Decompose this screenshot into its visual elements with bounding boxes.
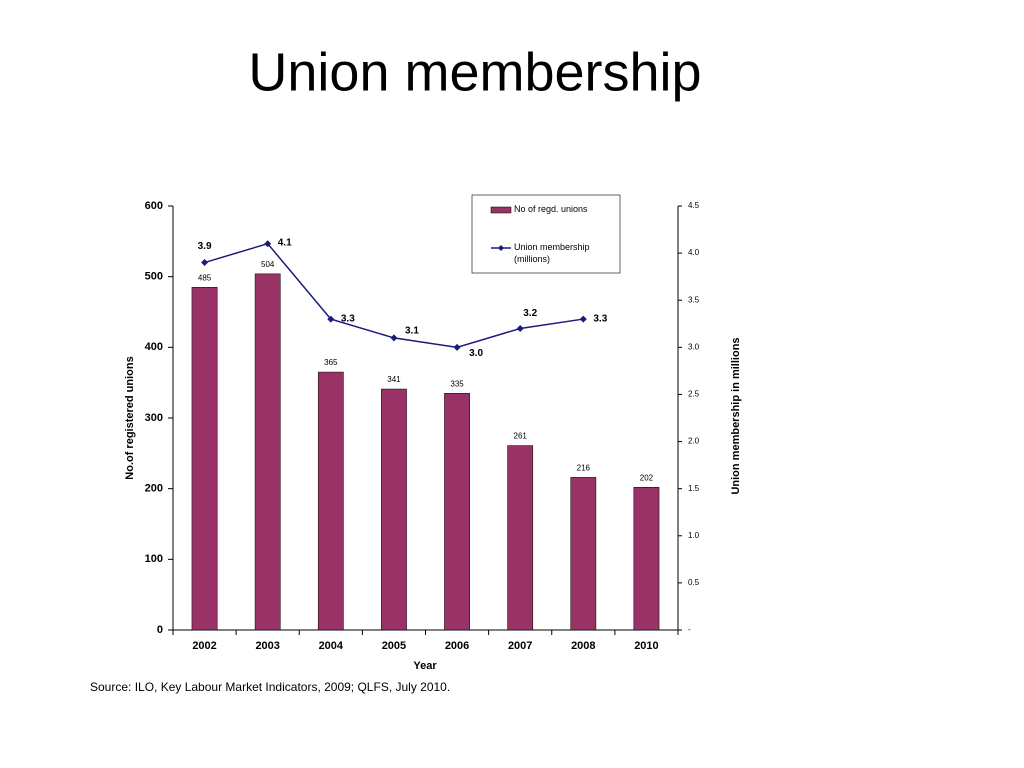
bar	[570, 477, 597, 631]
bar-value-label: 504	[261, 260, 275, 269]
line-value-label: 3.3	[593, 314, 607, 325]
source-note: Source: ILO, Key Labour Market Indicator…	[90, 680, 450, 694]
legend-entry: Union membership (millions)	[514, 242, 590, 264]
line-marker	[579, 315, 587, 323]
line-value-label: 3.1	[405, 326, 419, 337]
line-marker	[264, 240, 272, 248]
line-marker	[327, 315, 335, 323]
y2-tick-label: 0.5	[688, 578, 700, 587]
y2-tick-label: 2.0	[688, 437, 700, 446]
y2-tick-label: 3.5	[688, 295, 700, 304]
x-tick-label: 2002	[192, 640, 216, 652]
line-value-label: 3.9	[198, 241, 212, 252]
legend-marker	[498, 245, 504, 251]
legend-entry: No of regd. unions	[514, 204, 588, 214]
bar	[381, 388, 407, 631]
x-axis-title: Year	[413, 660, 437, 672]
bar-value-label: 485	[198, 273, 212, 282]
y-tick-label: 500	[145, 271, 163, 283]
y-tick-label: 600	[145, 200, 163, 212]
x-tick-label: 2010	[634, 640, 658, 652]
line-value-label: 3.2	[523, 308, 537, 319]
line-marker	[516, 324, 524, 332]
bar-value-label: 216	[577, 463, 591, 472]
bar	[317, 371, 344, 631]
line-value-label: 3.0	[469, 348, 483, 359]
bar	[507, 445, 534, 631]
y2-tick-label: 4.0	[688, 248, 700, 257]
bar	[444, 393, 470, 631]
line-marker	[390, 334, 398, 342]
line-value-label: 3.3	[341, 314, 355, 325]
y-axis-title: No.of registered unions	[124, 356, 136, 479]
bar-value-label: 341	[387, 375, 401, 384]
bar	[191, 287, 218, 631]
x-tick-label: 2006	[445, 640, 469, 652]
x-tick-label: 2004	[319, 640, 344, 652]
y2-tick-label: 2.5	[688, 390, 700, 399]
y2-tick-label: -	[688, 625, 691, 634]
line-value-label: 4.1	[278, 237, 292, 248]
legend-swatch	[490, 206, 512, 214]
y-tick-label: 100	[145, 553, 163, 565]
line-marker	[201, 259, 209, 267]
y2-tick-label: 4.5	[688, 201, 700, 210]
y2-tick-label: 1.0	[688, 531, 700, 540]
y-tick-label: 200	[145, 483, 163, 495]
x-tick-label: 2003	[255, 640, 279, 652]
legend-label: Union membership (millions)	[514, 242, 590, 264]
y2-tick-label: 3.0	[688, 342, 700, 351]
y2-axis-title: Union membership in millions	[730, 337, 742, 494]
x-tick-label: 2008	[571, 640, 595, 652]
bar	[633, 487, 660, 631]
line-marker	[453, 343, 461, 351]
y-tick-label: 400	[145, 341, 163, 353]
bar	[254, 273, 281, 631]
bar-value-label: 365	[324, 358, 338, 367]
y2-tick-label: 1.5	[688, 484, 700, 493]
bar-value-label: 261	[514, 432, 528, 441]
x-tick-label: 2007	[508, 640, 532, 652]
y-tick-label: 0	[157, 624, 163, 636]
bar-value-label: 202	[640, 473, 654, 482]
legend-label: No of regd. unions	[514, 204, 588, 214]
chart-title: Union membership	[248, 42, 701, 102]
bar-value-label: 335	[450, 379, 464, 388]
x-tick-label: 2005	[382, 640, 406, 652]
y-tick-label: 300	[145, 412, 163, 424]
